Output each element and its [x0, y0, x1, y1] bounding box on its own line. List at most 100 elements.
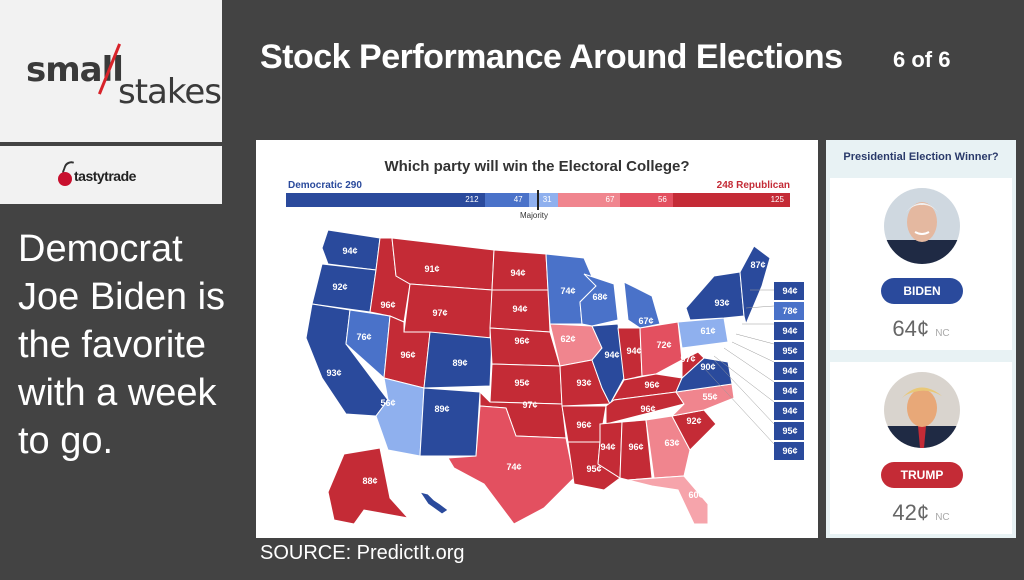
trump-price: 42¢ NC	[830, 500, 1012, 526]
map-label-mn: 74¢	[560, 286, 575, 296]
map-label-ak: 88¢	[362, 476, 377, 486]
state-ny[interactable]	[685, 271, 745, 321]
state-az[interactable]	[375, 377, 425, 457]
map-label-nd: 94¢	[510, 268, 525, 278]
map-label-il: 94¢	[604, 350, 619, 360]
state-ga[interactable]	[645, 415, 691, 479]
map-label-tx: 74¢	[506, 462, 521, 472]
ne-state-box[interactable]	[774, 342, 804, 360]
map-label-ms: 94¢	[600, 442, 615, 452]
majority-label: Majority	[520, 211, 549, 220]
map-label-ny: 93¢	[714, 298, 729, 308]
slide-number: 6 of 6	[893, 47, 951, 72]
tastytrade-logo	[0, 146, 222, 204]
map-label-ga: 63¢	[664, 438, 679, 448]
map-label-fl: 60¢	[688, 490, 703, 500]
ec-bar-segment: 212	[286, 193, 485, 207]
map-label-oh: 72¢	[656, 340, 671, 350]
ne-state-box-label: 94¢	[782, 406, 797, 416]
state-ak[interactable]	[327, 447, 410, 525]
ne-state-box[interactable]	[774, 302, 804, 320]
state-hi[interactable]	[418, 491, 449, 515]
map-label-sc: 92¢	[686, 416, 701, 426]
state-ne[interactable]	[489, 327, 561, 367]
winner-market-panel: Presidential Election Winner? BIDEN 64¢ …	[826, 140, 1016, 538]
map-label-wv: 97¢	[680, 354, 695, 364]
map-label-id: 96¢	[380, 300, 395, 310]
candidate-card-biden[interactable]: BIDEN 64¢ NC	[830, 178, 1012, 350]
majority-marker	[537, 190, 539, 210]
source-note: SOURCE: PredictIt.org	[260, 542, 465, 564]
state-ms[interactable]	[597, 421, 623, 479]
trump-name-button[interactable]: TRUMP	[881, 462, 963, 488]
ec-bar-segment: 125	[672, 193, 790, 207]
map-label-ks: 95¢	[514, 378, 529, 388]
biden-name-button[interactable]: BIDEN	[881, 278, 963, 304]
electoral-map-panel: Which party will win the Electoral Colle…	[256, 140, 818, 538]
cherry-icon	[58, 172, 72, 186]
ne-state-box[interactable]	[774, 422, 804, 440]
state-wi[interactable]	[579, 273, 619, 327]
map-label-ne: 96¢	[514, 336, 529, 346]
logo-stakes-text: stakes	[118, 72, 222, 112]
state-wv[interactable]	[681, 351, 705, 380]
winner-market-header: Presidential Election Winner?	[843, 151, 999, 163]
map-label-ar: 96¢	[576, 420, 591, 430]
map-label-nc: 55¢	[702, 392, 717, 402]
map-label-nm: 89¢	[434, 404, 449, 414]
map-label-me: 87¢	[750, 260, 765, 270]
ec-bar-segment: 56	[620, 193, 673, 207]
ne-state-box[interactable]	[774, 442, 804, 460]
ne-state-box[interactable]	[774, 322, 804, 340]
map-label-al: 96¢	[628, 442, 643, 452]
leader-lines	[703, 289, 775, 445]
biden-avatar	[884, 188, 960, 264]
map-label-pa: 61¢	[700, 326, 715, 336]
smallstakes-logo: small stakes	[0, 0, 222, 142]
map-label-la: 95¢	[586, 464, 601, 474]
democratic-total-label: Democratic 290	[288, 180, 362, 191]
ne-state-box-label: 94¢	[782, 326, 797, 336]
sponsor-name: tastytrade	[74, 168, 136, 184]
map-label-mt: 91¢	[424, 264, 439, 274]
ec-bar-segment: 67	[557, 193, 621, 207]
state-wy[interactable]	[403, 283, 493, 339]
state-nm[interactable]	[419, 387, 481, 457]
ne-state-box-label: 95¢	[782, 346, 797, 356]
biden-price-unit: NC	[935, 328, 950, 339]
ec-bar-segment: 31	[528, 193, 558, 207]
ne-state-box[interactable]	[774, 282, 804, 300]
map-label-mi: 67¢	[638, 316, 653, 326]
ne-state-box-label: 95¢	[782, 426, 797, 436]
map-label-sd: 94¢	[512, 304, 527, 314]
ne-state-box[interactable]	[774, 402, 804, 420]
state-tx[interactable]	[447, 405, 575, 525]
map-label-ut: 96¢	[400, 350, 415, 360]
electoral-vote-bar: 212 47 31 67 56 125	[286, 193, 790, 207]
map-label-mo: 93¢	[576, 378, 591, 388]
state-oh[interactable]	[639, 321, 683, 377]
state-new-england[interactable]	[739, 245, 771, 326]
republican-total-label: 248 Republican	[716, 180, 790, 191]
state-fl[interactable]	[627, 475, 709, 525]
state-mt[interactable]	[391, 237, 495, 291]
ne-state-box[interactable]	[774, 362, 804, 380]
map-label-va: 90¢	[700, 362, 715, 372]
candidate-card-trump[interactable]: TRUMP 42¢ NC	[830, 362, 1012, 534]
map-label-wa: 94¢	[342, 246, 357, 256]
us-states-map: 94¢ 92¢ 93¢ 76¢ 96¢ 91¢ 97¢ 96¢ 89¢ 56¢ 89¢ 94¢ 94¢ 9…	[305, 229, 804, 525]
biden-price: 64¢ NC	[830, 316, 1012, 342]
map-label-ca: 93¢	[326, 368, 341, 378]
state-co[interactable]	[423, 331, 493, 389]
trump-avatar	[884, 372, 960, 448]
headline: Democrat Joe Biden is the favorite with …	[18, 228, 226, 462]
trump-price-value: 42¢	[892, 500, 930, 525]
ne-state-box-label: 78¢	[782, 306, 797, 316]
ec-bar-segment: 47	[484, 193, 529, 207]
map-label-nv: 76¢	[356, 332, 371, 342]
ne-state-box-label: 94¢	[782, 286, 797, 296]
map-label-ok: 97¢	[522, 400, 537, 410]
map-label-in: 94¢	[626, 346, 641, 356]
map-label-wy: 97¢	[432, 308, 447, 318]
ne-state-box[interactable]	[774, 382, 804, 400]
